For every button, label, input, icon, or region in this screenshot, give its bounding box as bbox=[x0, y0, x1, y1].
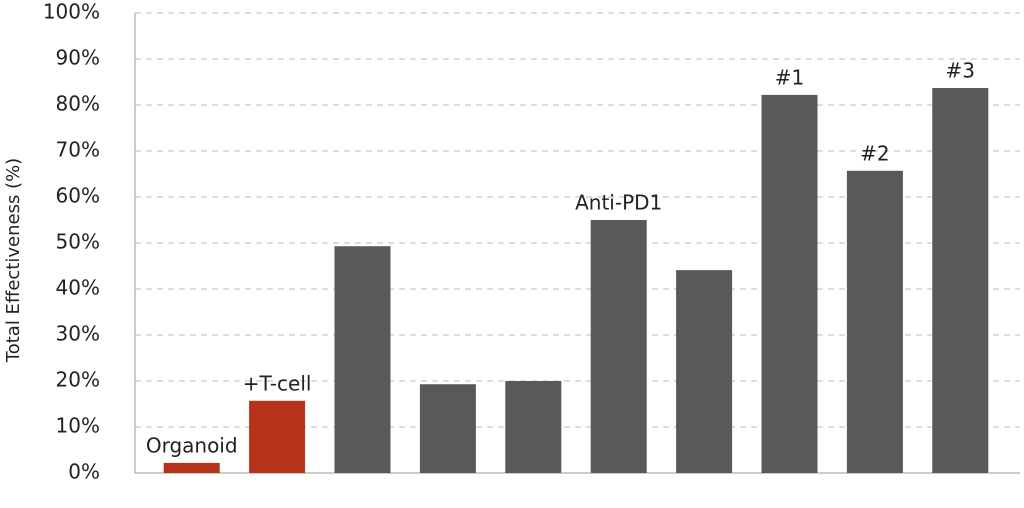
bar bbox=[590, 220, 647, 473]
bar bbox=[419, 384, 476, 473]
y-tick-label: 0% bbox=[68, 460, 100, 484]
bar-label: #2 bbox=[860, 141, 889, 165]
bar-label: +T-cell bbox=[243, 371, 312, 395]
bar bbox=[249, 400, 306, 473]
bar bbox=[334, 246, 391, 473]
y-axis-title: Total Effectiveness (%) bbox=[3, 158, 24, 363]
y-tick-label: 30% bbox=[56, 322, 100, 346]
bar bbox=[505, 381, 562, 473]
y-tick-label: 90% bbox=[56, 46, 100, 70]
y-tick-label: 60% bbox=[56, 184, 100, 208]
y-tick-label: 20% bbox=[56, 368, 100, 392]
y-tick-label: 100% bbox=[43, 0, 100, 24]
bar bbox=[163, 462, 220, 473]
y-tick-label: 70% bbox=[56, 138, 100, 162]
bar-label: Anti-PD1 bbox=[575, 191, 662, 215]
bar-label: #3 bbox=[946, 58, 975, 82]
bar-label: #1 bbox=[775, 65, 804, 89]
bar bbox=[761, 94, 818, 473]
bar bbox=[676, 270, 733, 473]
bar bbox=[932, 87, 989, 473]
bar-label: Organoid bbox=[146, 433, 238, 457]
y-tick-label: 50% bbox=[56, 230, 100, 254]
y-tick-label: 80% bbox=[56, 92, 100, 116]
y-tick-label: 40% bbox=[56, 276, 100, 300]
y-tick-label: 10% bbox=[56, 414, 100, 438]
bar bbox=[846, 170, 903, 473]
